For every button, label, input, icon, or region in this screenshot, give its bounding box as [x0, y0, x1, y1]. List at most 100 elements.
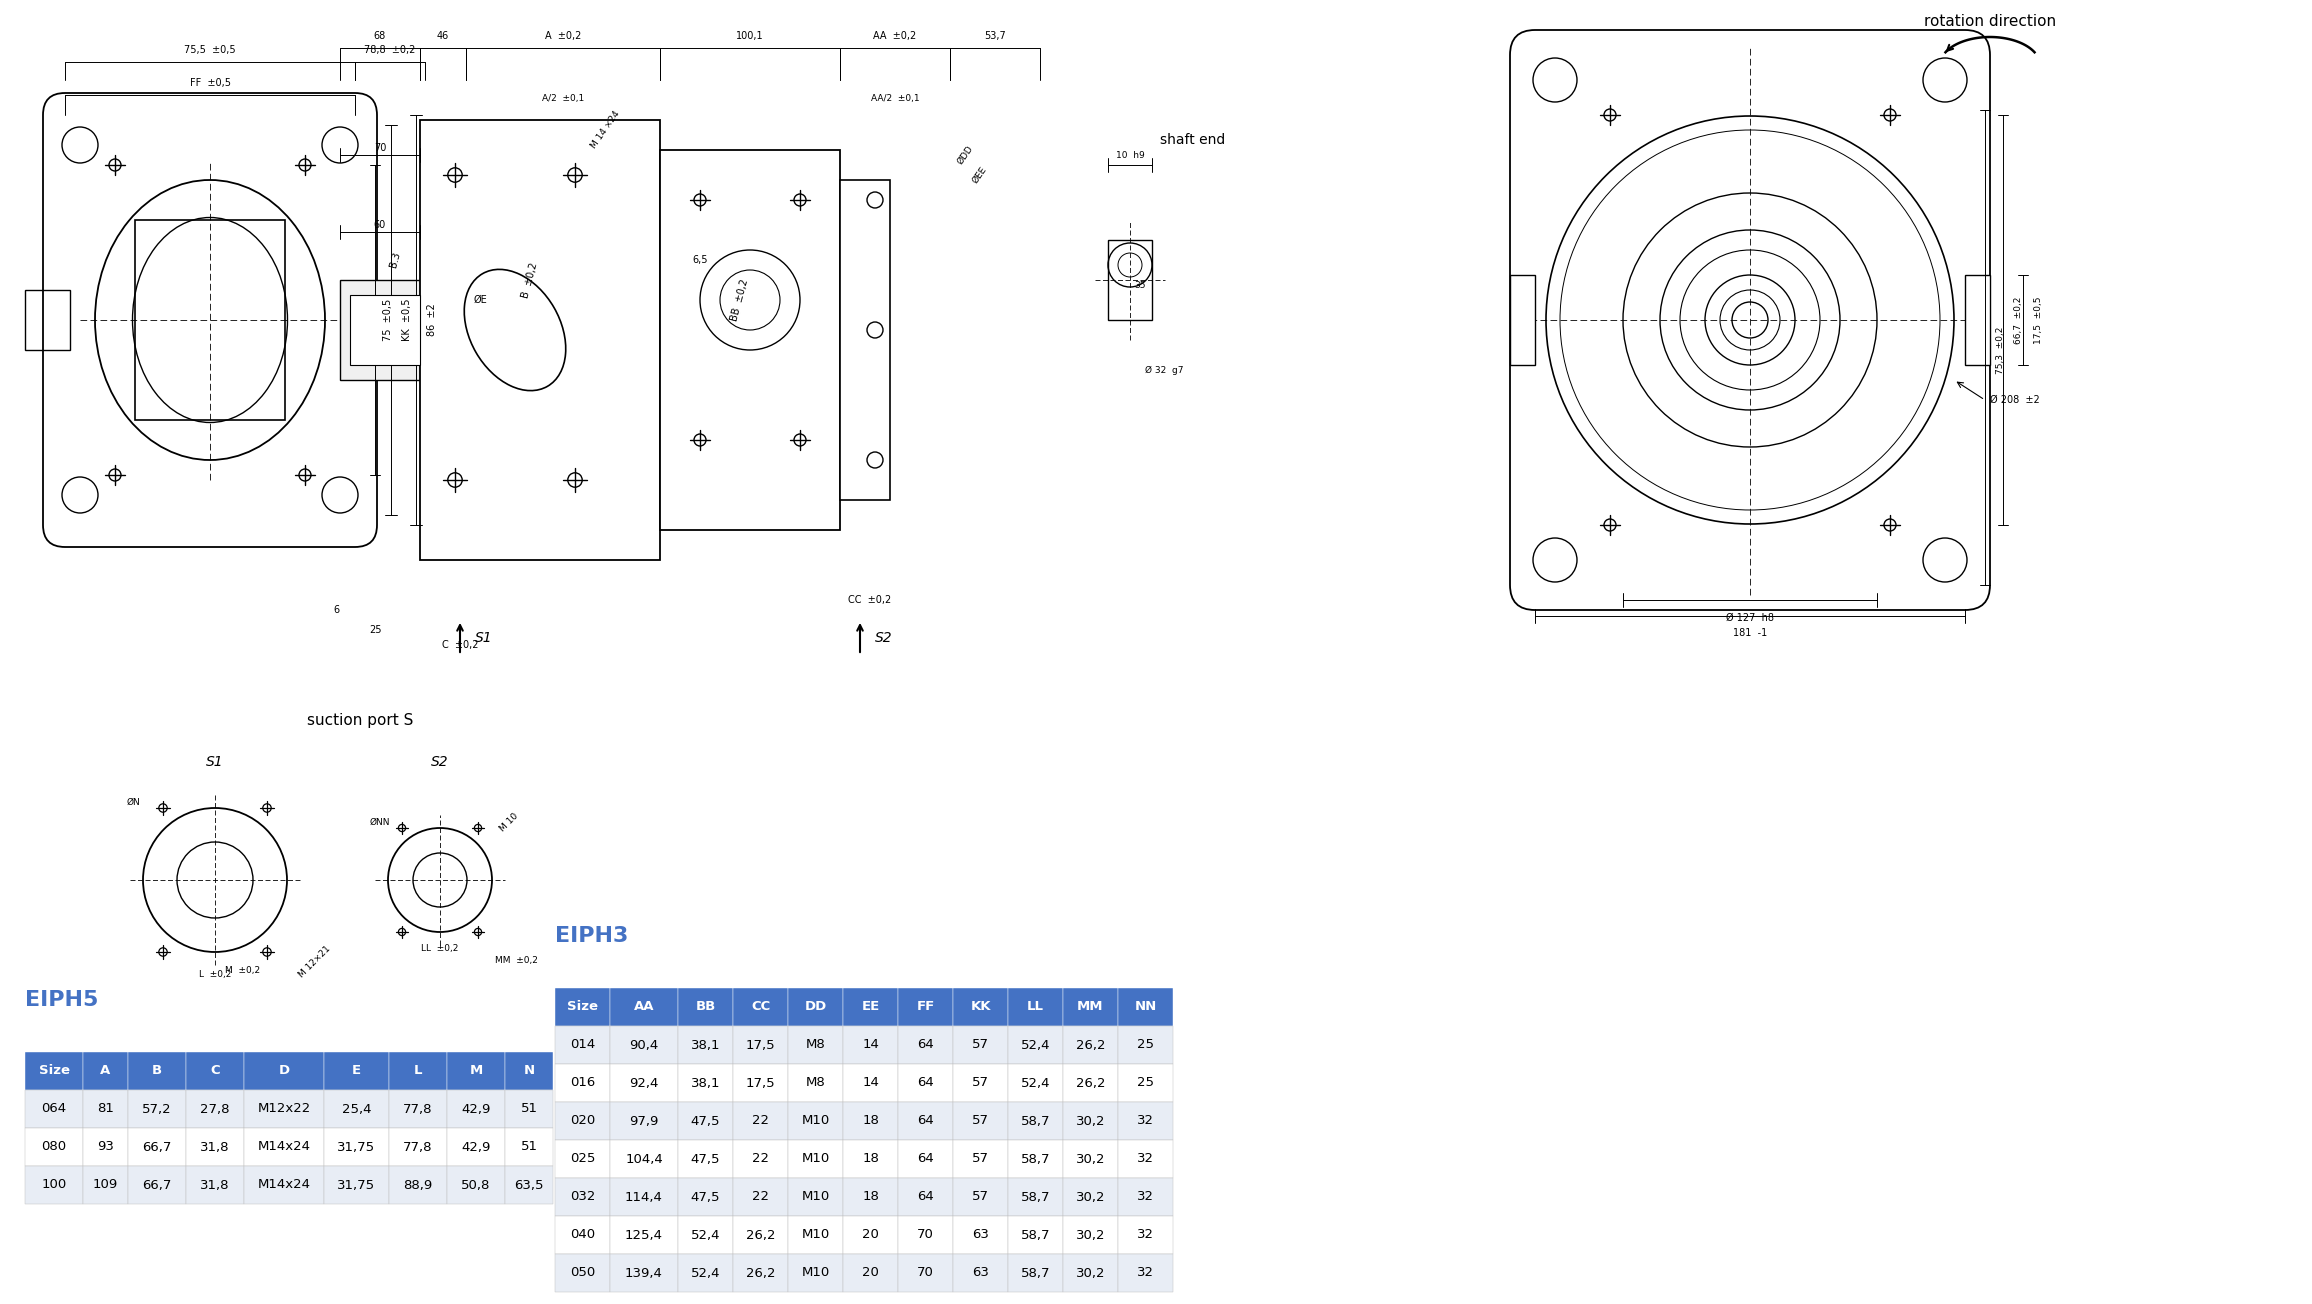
Text: 52,4: 52,4: [1022, 1077, 1050, 1090]
Bar: [127, 1128, 185, 1166]
Bar: [1064, 1026, 1119, 1064]
Bar: [788, 1178, 844, 1217]
Text: 88,9: 88,9: [402, 1179, 432, 1192]
Text: 125,4: 125,4: [624, 1228, 664, 1241]
Text: Size: Size: [39, 1064, 69, 1077]
Bar: [555, 1140, 610, 1178]
Bar: [1008, 1178, 1064, 1217]
Bar: [610, 1178, 677, 1217]
Bar: [610, 1064, 677, 1102]
Text: 57,2: 57,2: [141, 1102, 171, 1115]
Bar: [504, 1090, 553, 1128]
Bar: [555, 1178, 610, 1217]
Bar: [953, 988, 1008, 1026]
Text: 38,1: 38,1: [691, 1077, 721, 1090]
Text: 46: 46: [437, 31, 449, 40]
Text: 020: 020: [569, 1115, 594, 1128]
Bar: [324, 1128, 388, 1166]
Bar: [1064, 1217, 1119, 1254]
Text: 57: 57: [971, 1191, 990, 1204]
Text: 064: 064: [42, 1102, 67, 1115]
Text: 25: 25: [368, 625, 381, 635]
Text: 32: 32: [1138, 1153, 1154, 1166]
Text: LL: LL: [1027, 1000, 1045, 1013]
Bar: [677, 1254, 733, 1292]
Text: DD: DD: [805, 1000, 828, 1013]
Text: 70: 70: [375, 143, 386, 153]
Bar: [953, 1102, 1008, 1140]
Text: ØEE: ØEE: [971, 164, 990, 185]
Text: Ø 127  h8: Ø 127 h8: [1727, 613, 1773, 623]
Bar: [1119, 1254, 1172, 1292]
Text: 032: 032: [569, 1191, 594, 1204]
Text: S1: S1: [206, 755, 224, 769]
Text: 31,75: 31,75: [338, 1141, 375, 1154]
Text: 025: 025: [569, 1153, 594, 1166]
Text: 66,7  ±0,2: 66,7 ±0,2: [2014, 296, 2023, 344]
Text: 57: 57: [971, 1038, 990, 1051]
Text: 38,1: 38,1: [691, 1038, 721, 1051]
Text: 60: 60: [375, 220, 386, 230]
Bar: [897, 1178, 953, 1217]
Bar: [25, 1090, 83, 1128]
Bar: [446, 1166, 504, 1204]
Bar: [897, 1102, 953, 1140]
Text: 42,9: 42,9: [462, 1102, 490, 1115]
Text: 31,75: 31,75: [338, 1179, 375, 1192]
Text: suction port S: suction port S: [307, 712, 414, 728]
Text: 52,4: 52,4: [691, 1266, 721, 1279]
Text: 58,7: 58,7: [1022, 1266, 1050, 1279]
Bar: [388, 1052, 446, 1090]
Text: D: D: [277, 1064, 289, 1077]
Bar: [83, 1166, 127, 1204]
Bar: [610, 1026, 677, 1064]
Bar: [1119, 1102, 1172, 1140]
Bar: [127, 1166, 185, 1204]
Bar: [245, 1052, 324, 1090]
Bar: [1064, 1140, 1119, 1178]
Bar: [733, 1178, 788, 1217]
Bar: [788, 988, 844, 1026]
Bar: [555, 1026, 610, 1064]
Text: 50,8: 50,8: [462, 1179, 490, 1192]
Text: 81: 81: [97, 1102, 113, 1115]
Text: 51: 51: [520, 1141, 536, 1154]
Text: CC: CC: [751, 1000, 770, 1013]
Bar: [25, 1052, 83, 1090]
Bar: [245, 1128, 324, 1166]
Text: NN: NN: [1135, 1000, 1156, 1013]
Text: 25: 25: [1138, 1077, 1154, 1090]
Text: 30,2: 30,2: [1075, 1115, 1105, 1128]
Bar: [659, 150, 839, 529]
Bar: [1119, 1026, 1172, 1064]
Text: 47,5: 47,5: [691, 1191, 721, 1204]
Text: M: M: [469, 1064, 483, 1077]
Text: 64: 64: [918, 1191, 934, 1204]
Text: 31,8: 31,8: [201, 1141, 229, 1154]
Text: Ø 208  ±2: Ø 208 ±2: [1991, 395, 2039, 406]
Bar: [844, 988, 897, 1026]
Bar: [504, 1166, 553, 1204]
Text: M8: M8: [805, 1038, 825, 1051]
Bar: [1064, 1178, 1119, 1217]
Bar: [324, 1052, 388, 1090]
Text: Size: Size: [566, 1000, 599, 1013]
Bar: [555, 1102, 610, 1140]
Bar: [844, 1026, 897, 1064]
Text: 181  -1: 181 -1: [1734, 629, 1766, 638]
Bar: [25, 289, 69, 349]
Text: KK  ±0,5: KK ±0,5: [402, 299, 412, 342]
Text: MM: MM: [1077, 1000, 1103, 1013]
Bar: [127, 1090, 185, 1128]
Bar: [349, 295, 421, 365]
Text: 52,4: 52,4: [691, 1228, 721, 1241]
Bar: [677, 1178, 733, 1217]
Bar: [1008, 988, 1064, 1026]
Bar: [953, 1140, 1008, 1178]
Text: 63,5: 63,5: [513, 1179, 543, 1192]
Bar: [446, 1052, 504, 1090]
Bar: [1008, 1102, 1064, 1140]
Bar: [844, 1254, 897, 1292]
Bar: [446, 1128, 504, 1166]
Text: 64: 64: [918, 1115, 934, 1128]
